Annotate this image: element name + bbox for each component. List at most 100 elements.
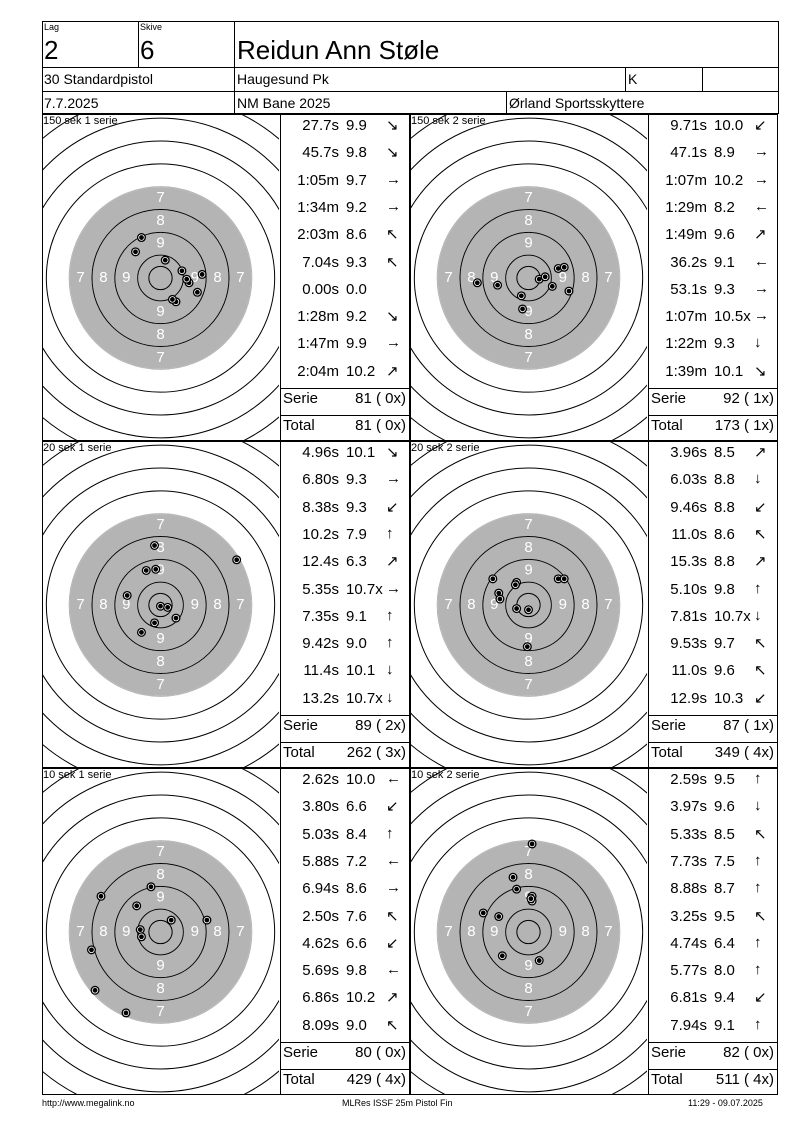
lag-value: 2: [44, 35, 59, 65]
target-inner-ring: [114, 885, 207, 979]
shot-time: 3.80s: [302, 798, 339, 816]
shot-time: 1:47m: [297, 335, 339, 353]
shot-time: 6.94s: [302, 880, 339, 898]
ring-number: 7: [76, 269, 84, 286]
shot-direction-icon: →: [754, 143, 769, 161]
shot-direction-icon: ↑: [754, 961, 762, 979]
shot-hole-ring: [519, 305, 526, 313]
event-label: NM Bane 2025: [237, 95, 331, 111]
total-divider: [280, 415, 410, 417]
shot-time: 4.96s: [302, 444, 339, 461]
header-vline-k: [625, 67, 626, 91]
ring-number: 7: [156, 516, 164, 533]
shot-hole-ring: [536, 957, 543, 964]
shot-hole-ring: [183, 275, 190, 283]
total-divider: [648, 742, 778, 744]
shot-score: 9.3: [714, 335, 735, 353]
shot-direction-icon: ↑: [754, 1015, 762, 1033]
shot-time: 0.00s: [302, 280, 339, 298]
serie-label: Serie: [283, 717, 319, 734]
target-inner-ring: [91, 535, 230, 675]
ring-number: 7: [444, 923, 452, 940]
ring-number: 9: [559, 596, 567, 613]
total-divider: [280, 742, 410, 744]
ring-number: 8: [156, 539, 164, 556]
shot-time: 6.03s: [670, 471, 707, 489]
shot-hole-ring: [509, 874, 517, 881]
shot-hole-ring: [138, 234, 145, 241]
shot-direction-icon: ↖: [754, 907, 767, 925]
shot-direction-icon: ↓: [386, 688, 394, 706]
ring-number: 9: [524, 630, 532, 647]
footer-software: MLRes ISSF 25m Pistol Fin: [342, 1098, 453, 1108]
shot-score: 7.2: [346, 852, 367, 870]
ring-number: 7: [156, 189, 164, 206]
shot-hole-ring: [525, 606, 532, 613]
shot-score: 9.5: [714, 907, 735, 925]
shot-time: 5.88s: [302, 852, 339, 870]
shot-direction-icon: →: [386, 470, 401, 488]
shot-direction-icon: ↑: [754, 851, 762, 869]
ring-number: 9: [156, 630, 164, 647]
series-frame: [410, 768, 778, 1095]
target-inner-ring: [91, 862, 230, 1002]
total-value: 349 ( 4x): [714, 744, 774, 762]
shot-hole-ring: [97, 893, 105, 900]
ring-number: 8: [156, 653, 164, 670]
ring-number: 9: [122, 269, 130, 286]
ring-number: 9: [156, 562, 164, 579]
shot-score: 9.5: [714, 771, 735, 788]
ring-number: 9: [559, 923, 567, 940]
target-inner-ring: [482, 885, 575, 979]
shot-time: 36.2s: [670, 253, 707, 271]
shot-score: 10.2: [346, 362, 376, 380]
shot-time: 5.77s: [670, 962, 707, 980]
shot-direction-icon: ↓: [754, 797, 762, 815]
ring-number: 9: [122, 596, 130, 613]
ring-number: 7: [524, 1003, 532, 1020]
series-title: 20 sek 1 serie: [43, 442, 112, 454]
ring-number: 8: [524, 326, 532, 343]
serie-divider: [280, 1042, 410, 1043]
ring-number: 9: [490, 269, 498, 286]
shot-score: 9.8: [714, 580, 735, 598]
ring-number: 7: [524, 189, 532, 206]
shot-hole-ring: [541, 273, 549, 281]
shot-time: 45.7s: [302, 144, 339, 162]
shot-hole-ring: [474, 279, 481, 286]
shot-direction-icon: →: [386, 197, 401, 215]
shot-score: 9.3: [346, 253, 367, 271]
target-inner-ring: [137, 581, 184, 629]
shot-time: 9.46s: [670, 498, 707, 516]
ring-number: 8: [581, 923, 589, 940]
series-frame: [410, 114, 778, 441]
ring-number: 8: [156, 326, 164, 343]
shot-score: 10.7x: [346, 689, 383, 707]
target-face: 44556666777788889999: [43, 115, 279, 440]
ring-number: 8: [581, 596, 589, 613]
shot-score: 9.6: [714, 798, 735, 816]
shot-score: 7.6: [346, 907, 367, 925]
serie-value: 81 ( 0x): [355, 390, 406, 407]
header-divider-2: [42, 91, 779, 92]
shot-score: 9.4: [714, 989, 735, 1007]
serie-divider: [648, 388, 778, 389]
shot-direction-icon: ↗: [386, 989, 399, 1007]
ring-number: 7: [524, 843, 532, 860]
shot-score: 8.4: [346, 825, 367, 843]
shot-score: 10.1: [346, 444, 376, 461]
shot-score: 10.1: [346, 662, 376, 680]
series-title: 150 sek 2 serie: [411, 115, 486, 127]
shot-hole-ring: [560, 264, 568, 271]
ring-number: 8: [213, 923, 221, 940]
ring-number: 7: [156, 349, 164, 366]
shot-hole-ring: [137, 926, 144, 933]
shot-time: 7.73s: [670, 852, 707, 870]
serie-divider: [648, 715, 778, 716]
shot-score: 6.6: [346, 798, 367, 816]
shot-time: 1:07m: [665, 308, 707, 326]
shot-hole-ring: [147, 883, 155, 890]
serie-divider: [648, 1042, 778, 1043]
shot-hole-ring: [489, 575, 496, 583]
shot-direction-icon: ←: [386, 851, 401, 869]
